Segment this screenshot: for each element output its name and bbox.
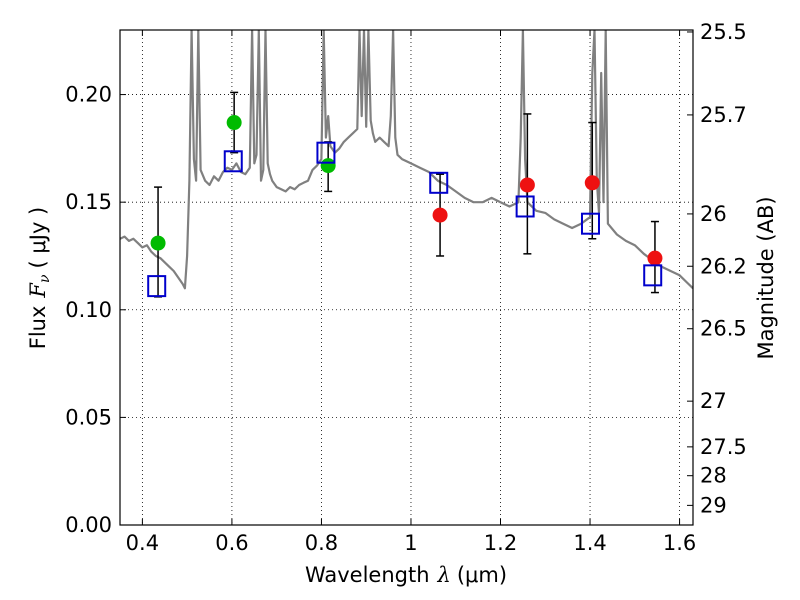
y2-tick-label: 28	[700, 464, 727, 488]
plot-frame	[119, 29, 694, 526]
y2-tick-label: 26	[700, 202, 727, 226]
y-tick-label: 0.05	[65, 405, 112, 429]
model-bandpass-square	[147, 275, 167, 298]
y-tick-label: 0.00	[65, 513, 112, 537]
y-tick-label: 0.15	[65, 190, 112, 214]
model-spectrum-line	[120, 30, 693, 290]
model-bandpass-square	[223, 150, 243, 173]
y2-tick-label: 29	[700, 493, 727, 517]
y2-tick-label: 25.5	[700, 20, 747, 44]
x-tick-label: 0.4	[126, 531, 159, 555]
observed-green-point	[150, 235, 166, 251]
x-axis-label: Wavelength λ (μm)	[305, 563, 507, 587]
y2-axis-label: Magnitude (AB)	[754, 196, 778, 359]
observed-red-point	[647, 250, 663, 266]
observed-green-point	[226, 115, 242, 131]
y-tick-label: 0.10	[65, 298, 112, 322]
observed-red-point	[519, 177, 535, 193]
x-tick-label: 1	[404, 531, 417, 555]
observed-red-point	[432, 207, 448, 223]
ticks: 0.4 0.6 0.8 1 1.2 1.4 1.6 0.00 0.05 0.10 0.15 0.20 2…	[65, 20, 747, 555]
grid	[120, 30, 693, 526]
x-tick-label: 0.6	[215, 531, 248, 555]
model-bandpass-square	[515, 195, 535, 218]
y2-tick-label: 27	[700, 389, 727, 413]
y2-tick-label: 27.5	[700, 435, 747, 459]
x-tick-label: 1.6	[663, 531, 696, 555]
x-tick-label: 1.4	[573, 531, 606, 555]
model-bandpass-square	[580, 212, 600, 235]
model-bandpass-square	[429, 171, 449, 194]
points-layer	[147, 115, 663, 298]
model-bandpass-square	[316, 141, 336, 164]
model-bandpass-square	[643, 264, 663, 287]
y2-tick-label: 26.5	[700, 317, 747, 341]
x-tick-label: 1.2	[484, 531, 517, 555]
observed-red-point	[584, 175, 600, 191]
observed-green-point	[320, 158, 336, 174]
x-tick-label: 0.8	[305, 531, 338, 555]
y-tick-label: 0.20	[65, 83, 112, 107]
model-spectrum-layer	[120, 30, 693, 290]
y2-tick-label: 25.7	[700, 103, 747, 127]
y-axis-label: FluxFν( μJy )	[26, 207, 53, 349]
y2-tick-label: 26.2	[700, 254, 747, 278]
